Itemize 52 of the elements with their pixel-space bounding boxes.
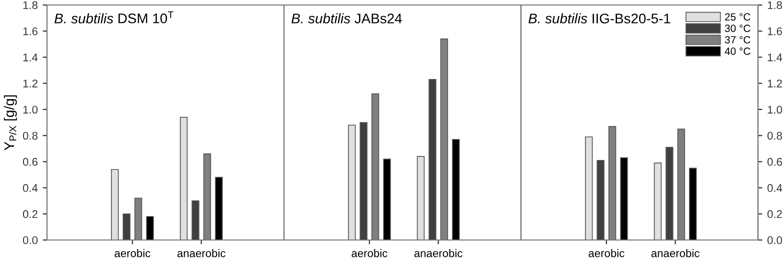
bar bbox=[110, 169, 119, 240]
bar bbox=[383, 158, 391, 240]
bar bbox=[654, 162, 662, 240]
y-axis-title: Y$_{P/X}$ [g/g] bbox=[4, 95, 17, 150]
legend-label: 40 °C bbox=[724, 48, 750, 55]
y2-tick-label: 1.8 bbox=[768, 1, 782, 10]
y2-tick-label: 1.0 bbox=[768, 106, 782, 114]
y2-tick-label: 0.8 bbox=[767, 132, 782, 140]
y-tick-label: 1.0 bbox=[23, 106, 38, 114]
y2-tick-label: 1.6 bbox=[768, 27, 782, 36]
legend-label: 25 °C bbox=[725, 13, 750, 21]
y-tick-label: 1.6 bbox=[23, 27, 38, 36]
y-tick-label: 0.4 bbox=[22, 184, 38, 192]
x-tick-label: anaerobic bbox=[177, 249, 226, 258]
chart-title: B. subtilis JABs24 bbox=[292, 13, 402, 24]
bar bbox=[689, 168, 697, 240]
bar bbox=[428, 78, 436, 240]
bar bbox=[452, 139, 460, 240]
y2-tick-label: 1.4 bbox=[768, 54, 782, 62]
x-tick-label: aerobic bbox=[114, 249, 150, 258]
y-tick-label: 1.4 bbox=[23, 54, 38, 62]
bar bbox=[596, 160, 604, 240]
x-tick-label: aerobic bbox=[352, 249, 388, 258]
chart-title: B. subtilis DSM 10$^{T}$ bbox=[54, 11, 174, 24]
y2-tick-label: 0.0 bbox=[767, 236, 782, 244]
bar bbox=[146, 216, 154, 240]
y-tick-label: 1.8 bbox=[23, 1, 38, 10]
bar bbox=[348, 124, 356, 240]
bar bbox=[360, 122, 368, 240]
legend-label: 30 °C bbox=[724, 24, 750, 32]
bar bbox=[215, 176, 223, 240]
y-tick-label: 0.2 bbox=[22, 210, 38, 218]
bar bbox=[122, 213, 130, 240]
x-tick-label: anaerobic bbox=[651, 249, 700, 258]
bar bbox=[416, 156, 425, 240]
x-tick-label: aerobic bbox=[588, 249, 624, 258]
x-tick-label: anaerobic bbox=[414, 249, 462, 258]
bar bbox=[192, 200, 200, 240]
y2-tick-label: 1.2 bbox=[768, 80, 782, 88]
y2-tick-label: 0.4 bbox=[767, 184, 782, 192]
legend-label: 37 °C bbox=[724, 36, 750, 44]
bar bbox=[180, 116, 188, 240]
bar bbox=[666, 146, 674, 240]
chart-title: B. subtilis IIG-Bs20-5-1 bbox=[528, 13, 670, 24]
y2-tick-label: 0.6 bbox=[767, 158, 782, 166]
y2-tick-label: 0.2 bbox=[767, 210, 782, 218]
bar bbox=[584, 136, 593, 240]
y-tick-label: 0.6 bbox=[22, 158, 38, 166]
y-tick-label: 0.8 bbox=[22, 132, 38, 140]
y-tick-label: 1.2 bbox=[23, 80, 38, 88]
bar bbox=[620, 157, 628, 240]
y-tick-label: 0.0 bbox=[22, 236, 38, 244]
